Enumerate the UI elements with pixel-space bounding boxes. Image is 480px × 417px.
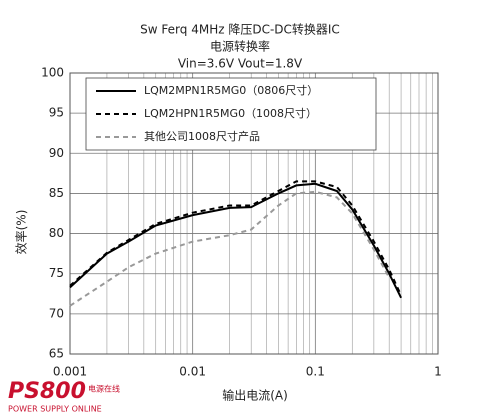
series-line [69, 190, 391, 307]
x-tick-label: 0.1 [306, 365, 325, 379]
legend: LQM2MPN1R5MG0（0806尺寸） LQM2HPN1R5MG0（1008尺… [85, 77, 377, 151]
y-tick-label: 80 [49, 226, 64, 240]
y-tick-label: 100 [41, 66, 64, 80]
legend-label: 其他公司1008尺寸产品 [144, 129, 260, 143]
y-tick-label: 70 [49, 306, 64, 320]
y-tick-label: 95 [49, 106, 64, 120]
series-line [69, 180, 403, 296]
logo-tagline: 电源在线 [88, 384, 120, 394]
legend-label: LQM2MPN1R5MG0（0806尺寸） [144, 83, 318, 97]
plot-frame [69, 72, 439, 355]
chart-subtitle: 电源转换率 [210, 39, 270, 54]
x-tick-label: 0.01 [179, 365, 206, 379]
x-tick-label: 1 [434, 365, 442, 379]
conditions: Vin=3.6V Vout=1.8V [178, 57, 303, 71]
y-tick-label: 85 [49, 186, 64, 200]
y-tick-label: 75 [49, 266, 64, 280]
logo-tagline: POWER SUPPLY ONLINE [8, 405, 102, 414]
logo-name: PS800 [8, 379, 86, 404]
x-tick-label: 0.001 [53, 365, 87, 379]
y-tick-label: 65 [49, 347, 64, 361]
x-axis-label: 输出电流(A) [222, 388, 288, 403]
y-tick-label: 90 [49, 146, 64, 160]
legend-label: LQM2HPN1R5MG0（1008尺寸） [144, 106, 317, 120]
chart-title: Sw Ferq 4MHz 降压DC-DC转换器IC [140, 22, 340, 37]
y-axis-label: 效率(%) [14, 210, 29, 255]
series-line [69, 182, 402, 299]
